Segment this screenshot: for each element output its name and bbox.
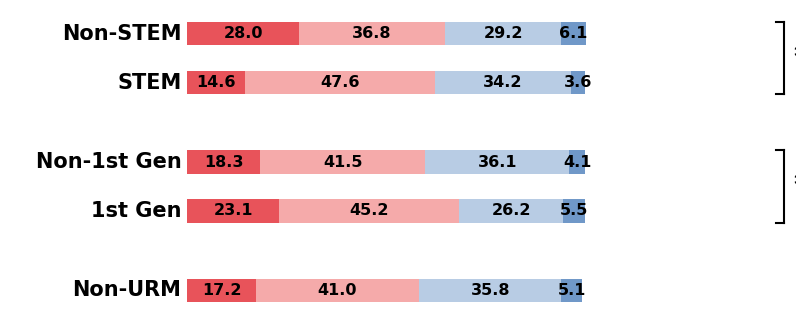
Bar: [260, 151, 425, 174]
Text: 5.1: 5.1: [557, 283, 586, 298]
Text: 5.5: 5.5: [560, 204, 588, 219]
Text: 34.2: 34.2: [483, 75, 523, 90]
Text: 41.5: 41.5: [323, 154, 362, 169]
Bar: [245, 71, 435, 94]
Bar: [571, 71, 585, 94]
Bar: [279, 199, 459, 222]
Text: *: *: [793, 44, 796, 72]
Text: 29.2: 29.2: [483, 26, 523, 41]
Text: Non-URM: Non-URM: [72, 281, 181, 300]
Text: 26.2: 26.2: [491, 204, 531, 219]
Text: Non-1st Gen: Non-1st Gen: [36, 152, 181, 172]
Bar: [187, 279, 256, 302]
Bar: [561, 22, 586, 45]
Text: *: *: [793, 172, 796, 201]
Bar: [425, 151, 569, 174]
Text: Non-STEM: Non-STEM: [62, 24, 181, 44]
Bar: [569, 151, 585, 174]
Text: STEM: STEM: [117, 73, 181, 92]
Bar: [561, 279, 582, 302]
Bar: [435, 71, 571, 94]
Bar: [187, 71, 245, 94]
Bar: [298, 22, 445, 45]
Text: 35.8: 35.8: [470, 283, 510, 298]
Text: 6.1: 6.1: [560, 26, 587, 41]
Text: 36.1: 36.1: [478, 154, 517, 169]
Text: 4.1: 4.1: [563, 154, 591, 169]
Bar: [564, 199, 585, 222]
Text: 36.8: 36.8: [352, 26, 392, 41]
Text: 45.2: 45.2: [349, 204, 389, 219]
Text: 41.0: 41.0: [318, 283, 357, 298]
Bar: [187, 199, 279, 222]
Text: 1st Gen: 1st Gen: [91, 201, 181, 221]
Text: 3.6: 3.6: [564, 75, 592, 90]
Bar: [256, 279, 419, 302]
Text: 18.3: 18.3: [204, 154, 244, 169]
Text: 14.6: 14.6: [197, 75, 236, 90]
Bar: [187, 151, 260, 174]
Text: 47.6: 47.6: [320, 75, 360, 90]
Bar: [459, 199, 564, 222]
Bar: [445, 22, 561, 45]
Text: 17.2: 17.2: [201, 283, 241, 298]
Bar: [187, 22, 298, 45]
Text: 23.1: 23.1: [213, 204, 253, 219]
Bar: [419, 279, 561, 302]
Text: 28.0: 28.0: [223, 26, 263, 41]
